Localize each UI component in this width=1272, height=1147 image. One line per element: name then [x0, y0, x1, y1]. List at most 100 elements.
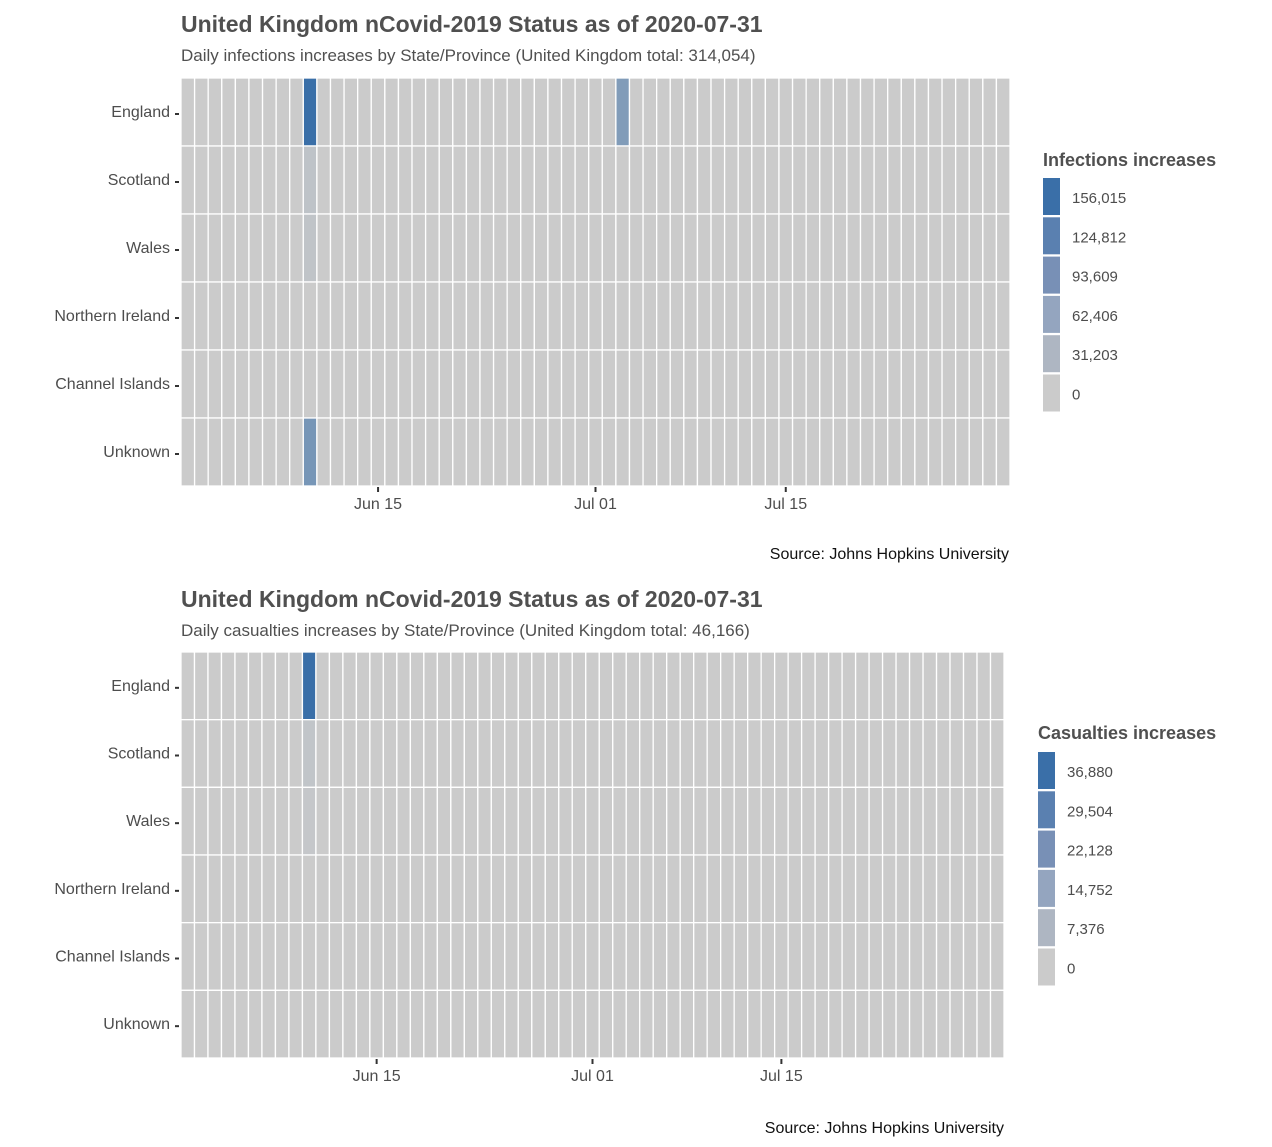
- heatmap-cell: [841, 989, 857, 1059]
- heatmap-cell: [234, 989, 250, 1059]
- heatmap-cell: [369, 989, 385, 1059]
- heatmap-cell: [652, 854, 668, 924]
- heatmap-cell: [355, 786, 371, 856]
- heatmap-cell: [477, 651, 492, 721]
- heatmap-cell: [814, 922, 830, 991]
- heatmap-cell: [666, 786, 681, 856]
- heatmap-cell: [598, 989, 614, 1059]
- heatmap-cell: [382, 651, 398, 721]
- heatmap-cell: [180, 786, 196, 856]
- heatmap-cell: [423, 854, 438, 924]
- heatmap-cell: [693, 786, 708, 856]
- y-tick-label: England: [111, 104, 170, 121]
- legend-label: 93,609: [1072, 269, 1118, 286]
- heatmap-cell: [922, 922, 938, 991]
- heatmap-cell: [652, 719, 668, 788]
- heatmap-cell: [301, 989, 317, 1059]
- heatmap-cell: [747, 786, 762, 856]
- heatmap-cell: [598, 922, 614, 991]
- heatmap-cell: [180, 922, 196, 991]
- legend-label: 62,406: [1072, 308, 1118, 325]
- heatmap-cell: [949, 719, 965, 788]
- heatmap-cell: [274, 651, 290, 721]
- chart-title: United Kingdom nCovid-2019 Status as of …: [181, 586, 763, 612]
- heatmap-cell: [517, 854, 533, 924]
- heatmap-cell: [800, 922, 816, 991]
- heatmap-cell: [787, 786, 803, 856]
- heatmap-cell: [490, 854, 506, 924]
- heatmap-cell: [598, 854, 614, 924]
- heatmap-cell: [517, 989, 533, 1059]
- heatmap-cell: [922, 989, 938, 1059]
- heatmap-cell: [342, 922, 358, 991]
- heatmap-cell: [517, 719, 533, 788]
- heatmap-cell: [490, 989, 506, 1059]
- heatmap-cell: [463, 989, 479, 1059]
- heatmap-cell: [706, 651, 722, 721]
- heatmap-cell: [193, 719, 209, 788]
- heatmap-cell: [922, 719, 938, 788]
- heatmap-cell: [558, 719, 573, 788]
- heatmap-cell: [301, 651, 317, 721]
- heatmap-cell: [760, 786, 776, 856]
- legend-key: [1043, 217, 1060, 255]
- heatmap-cell: [247, 651, 263, 721]
- heatmap-cell: [666, 719, 681, 788]
- heatmap-cell: [612, 989, 627, 1059]
- heatmap-cell: [558, 786, 573, 856]
- heatmap-cell: [747, 651, 762, 721]
- heatmap-cell: [571, 989, 587, 1059]
- heatmap-cell: [544, 719, 560, 788]
- heatmap-cell: [180, 719, 196, 788]
- heatmap-cell: [558, 922, 573, 991]
- heatmap-cell: [989, 786, 1005, 856]
- heatmap-cell: [868, 989, 884, 1059]
- heatmap-cell: [666, 854, 681, 924]
- heatmap-cell: [355, 922, 371, 991]
- heatmap-cell: [747, 989, 762, 1059]
- heatmap-cell: [328, 989, 344, 1059]
- heatmap-cell: [261, 786, 277, 856]
- heatmap-cell: [706, 989, 722, 1059]
- heatmap-cell: [571, 922, 587, 991]
- heatmap-cell: [301, 786, 317, 856]
- x-tick-label: Jul 01: [571, 1068, 614, 1085]
- legend-key: [1043, 295, 1060, 333]
- heatmap-cell: [827, 651, 843, 721]
- heatmap-cell: [773, 719, 789, 788]
- heatmap-cell: [328, 922, 344, 991]
- heatmap-cell: [773, 922, 789, 991]
- heatmap-cell: [531, 922, 546, 991]
- heatmap-cell: [666, 922, 681, 991]
- heatmap-cell: [679, 719, 695, 788]
- heatmap-cell: [423, 786, 438, 856]
- heatmap-cell: [504, 989, 519, 1059]
- heatmap-cell: [827, 719, 843, 788]
- heatmap-cell: [180, 651, 196, 721]
- heatmap-cell: [531, 854, 546, 924]
- heatmap-cell: [881, 854, 897, 924]
- heatmap-cell: [585, 651, 600, 721]
- heatmap-cell: [841, 719, 857, 788]
- heatmap-cell: [558, 651, 573, 721]
- heatmap-cell: [220, 854, 236, 924]
- heatmap-cell: [760, 989, 776, 1059]
- heatmap-cell: [747, 719, 762, 788]
- heatmap-cell: [733, 651, 749, 721]
- heatmap-cell: [463, 786, 479, 856]
- heatmap-cell: [328, 719, 344, 788]
- heatmap-cell: [463, 651, 479, 721]
- heatmap-cell: [423, 651, 438, 721]
- heatmap-cell: [261, 989, 277, 1059]
- x-tick-label: Jul 01: [574, 496, 617, 513]
- heatmap-cell: [490, 651, 506, 721]
- heatmap-cell: [382, 719, 398, 788]
- y-tick-label: Northern Ireland: [54, 881, 170, 898]
- heatmap-cell: [207, 989, 223, 1059]
- heatmap-cell: [962, 922, 978, 991]
- heatmap-cell: [531, 786, 546, 856]
- heatmap-cell: [261, 854, 277, 924]
- heatmap-cell: [288, 786, 304, 856]
- y-tick-label: Unknown: [103, 444, 170, 461]
- heatmap-cell: [504, 651, 519, 721]
